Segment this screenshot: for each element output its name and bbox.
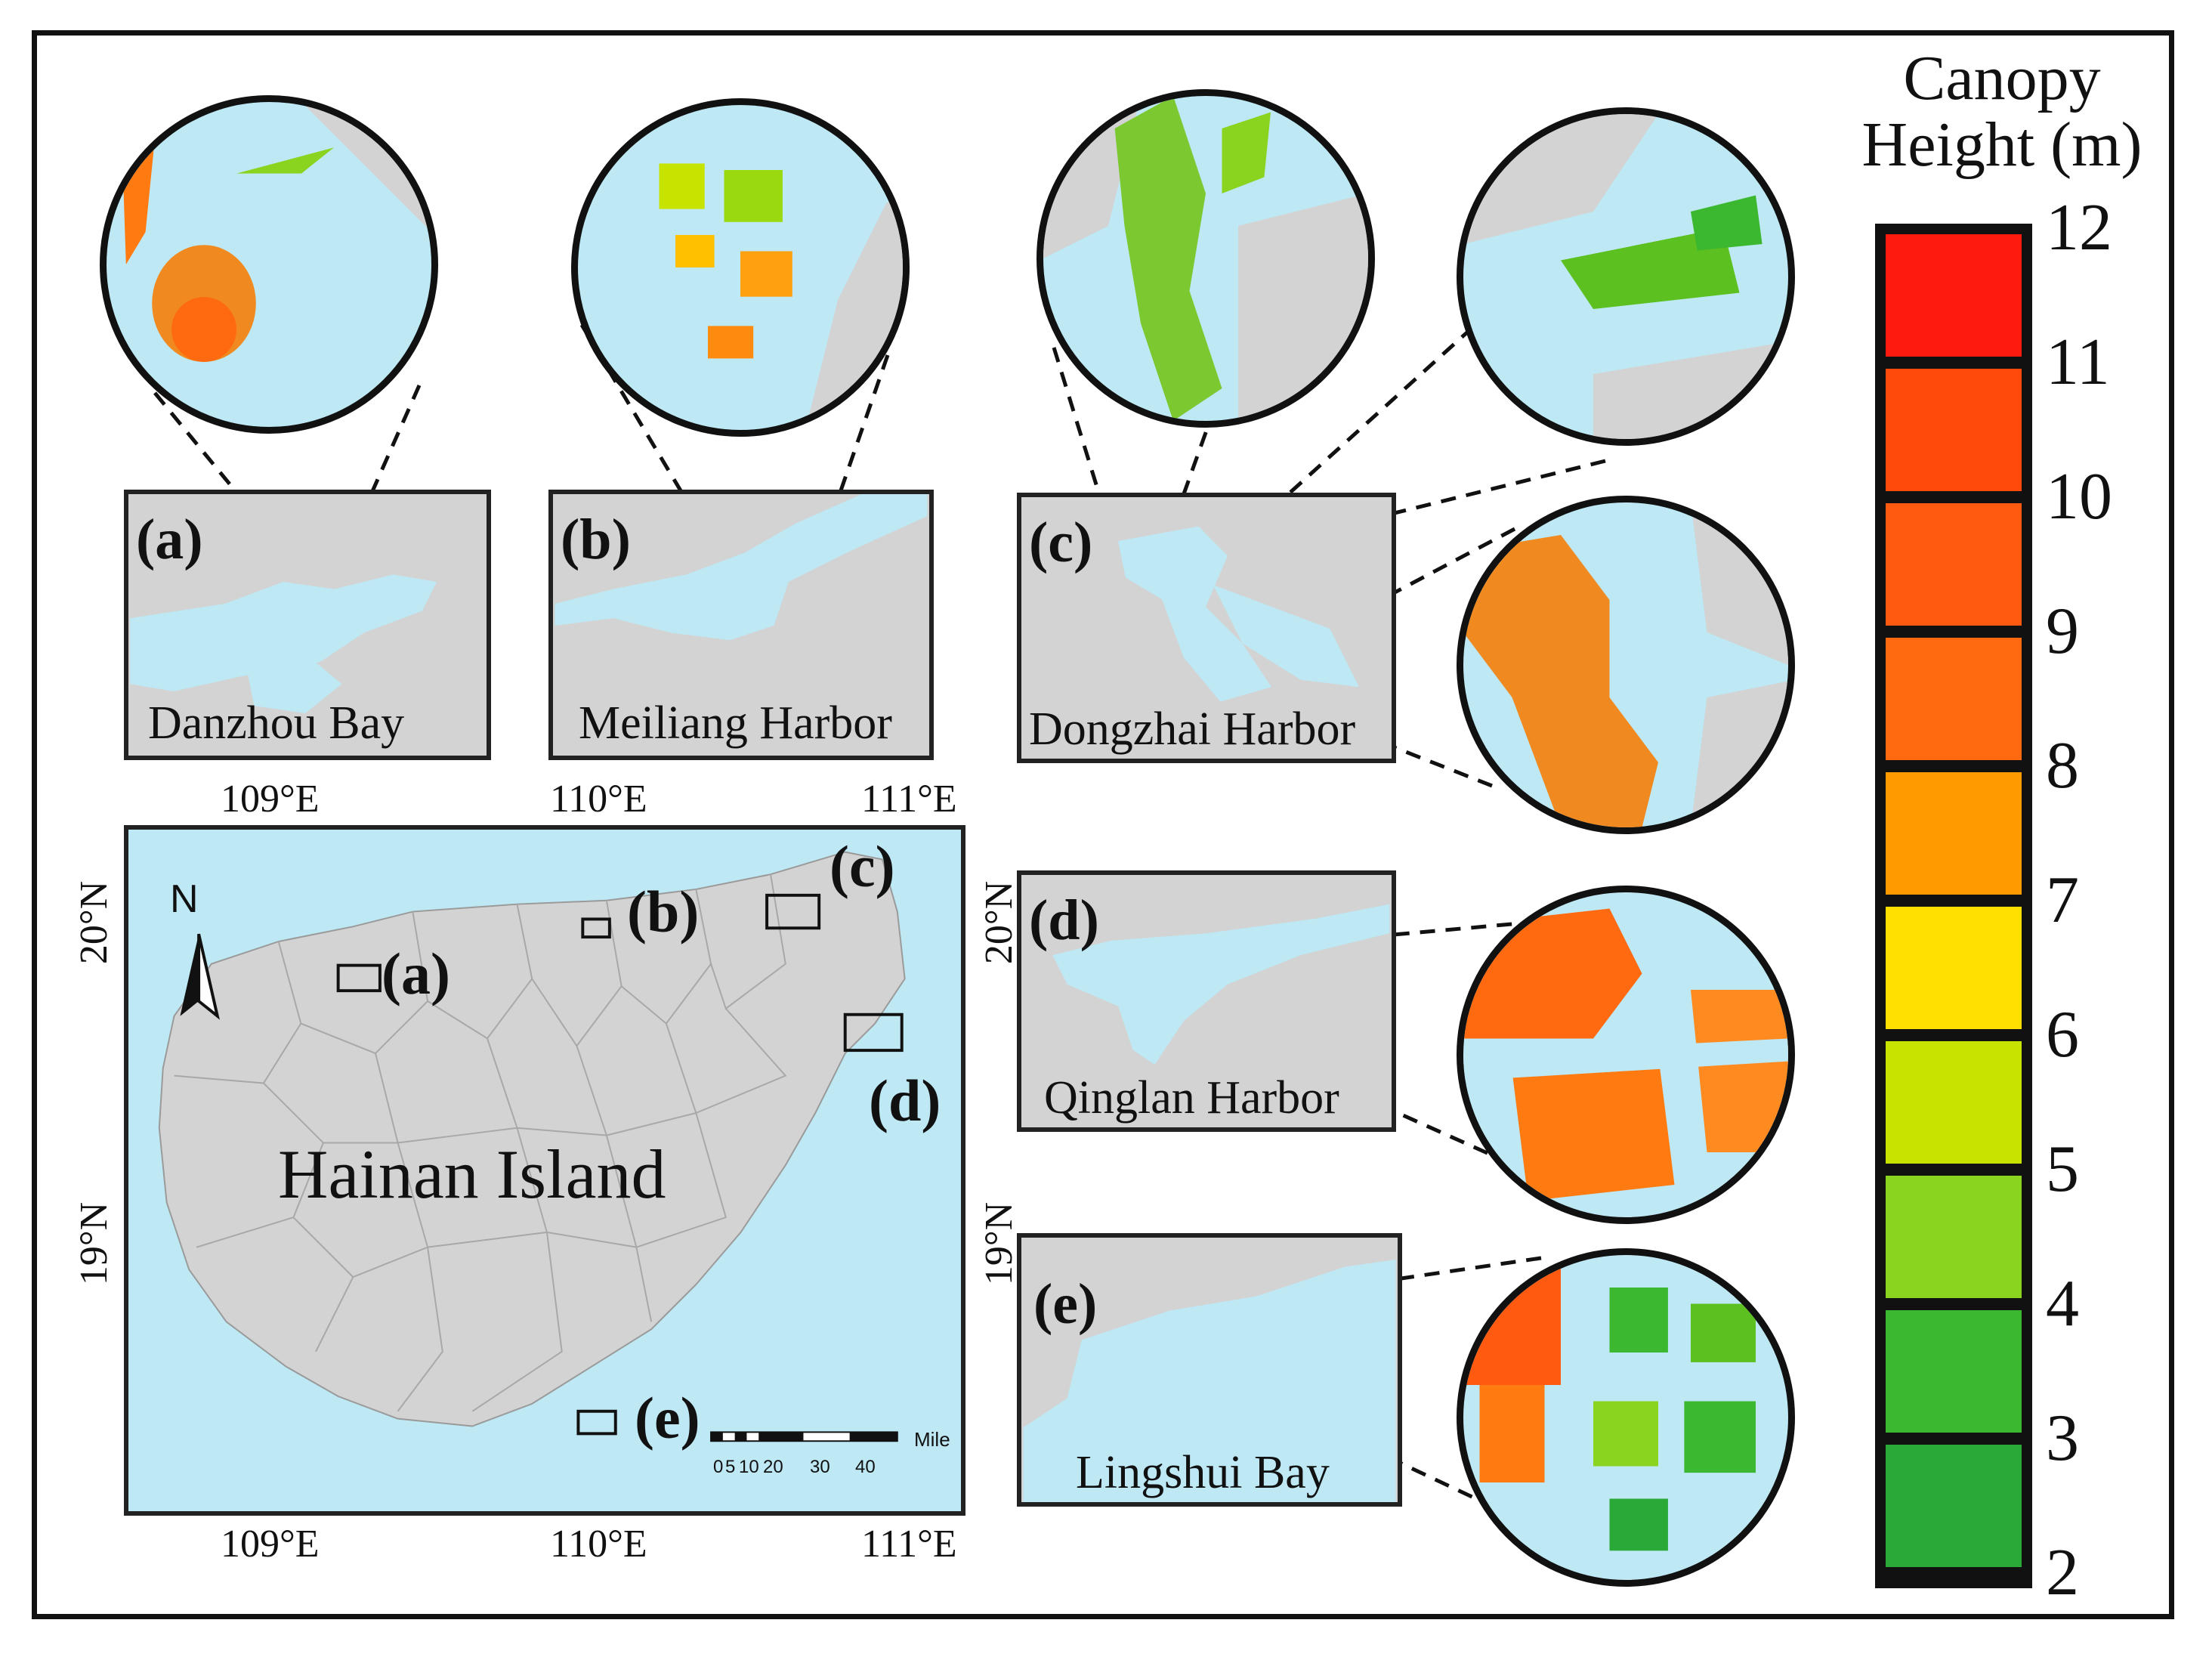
legend-tick-label: 4 (2046, 1267, 2079, 1340)
panel-b: (b) Meiliang Harbor (548, 490, 934, 760)
scale-tick-label: 30 (810, 1457, 830, 1477)
scale-bar (710, 1431, 898, 1442)
panel-a: (a) Danzhou Bay (124, 490, 491, 760)
legend-title: Canopy Height (m) (1821, 45, 2183, 178)
panel-d-label: (d) (1029, 889, 1099, 952)
colorbar-cell (1886, 1310, 2022, 1433)
lon-top-111: 111°E (861, 777, 957, 821)
panel-e-label: (e) (1033, 1272, 1098, 1336)
north-arrow (180, 933, 220, 1020)
zoom-circle-c1 (1036, 89, 1375, 428)
main-label-d: (d) (869, 1068, 941, 1133)
panel-b-name: Meiliang Harbor (579, 697, 892, 749)
legend-tick-label: 2 (2046, 1536, 2079, 1609)
zoom-circle-e (1457, 1248, 1795, 1587)
panel-c-label: (c) (1029, 511, 1093, 574)
main-label-c: (c) (830, 833, 895, 899)
colorbar-cell (1886, 907, 2022, 1029)
colorbar-cell (1886, 1445, 2022, 1567)
scale-unit: Mile (914, 1428, 950, 1451)
panel-d: (d) Qinglan Harbor (1017, 870, 1396, 1132)
zoom-circle-c3 (1457, 496, 1795, 834)
legend-tick-label: 7 (2046, 864, 2079, 937)
lon-top-110: 110°E (550, 777, 647, 821)
panel-e-name: Lingshui Bay (1076, 1447, 1330, 1498)
colorbar-cell (1886, 638, 2022, 760)
panel-b-label: (b) (561, 508, 631, 571)
legend-tick-label: 12 (2046, 191, 2112, 264)
main-map (124, 825, 965, 1516)
colorbar-cell (1886, 1041, 2022, 1164)
scale-tick-label: 10 (739, 1457, 759, 1477)
colorbar-cell (1886, 503, 2022, 626)
zoom-circle-a (100, 95, 438, 434)
panel-c: (c) Dongzhai Harbor (1017, 493, 1396, 763)
colorbar (1875, 224, 2032, 1588)
panel-e: (e) Lingshui Bay (1017, 1233, 1402, 1507)
legend-tick-label: 11 (2046, 326, 2110, 399)
legend-title-line2: Height (m) (1861, 110, 2142, 181)
panel-c-name: Dongzhai Harbor (1029, 703, 1356, 755)
legend-tick-label: 8 (2046, 729, 2079, 802)
legend-tick-label: 3 (2046, 1402, 2079, 1475)
scale-tick-label: 0 (713, 1457, 724, 1477)
zoom-circle-c2 (1457, 107, 1795, 446)
lon-bottom-109: 109°E (221, 1523, 320, 1566)
legend-tick-label: 9 (2046, 595, 2079, 668)
main-label-b: (b) (627, 879, 700, 944)
island-land (158, 851, 906, 1427)
main-map-title: Hainan Island (278, 1136, 666, 1213)
box-c (765, 893, 821, 930)
panel-d-name: Qinglan Harbor (1044, 1072, 1339, 1124)
box-a (336, 963, 382, 993)
colorbar-cell (1886, 772, 2022, 895)
lon-bottom-110: 110°E (550, 1523, 647, 1566)
legend-title-line1: Canopy (1903, 43, 2101, 113)
legend-tick-label: 6 (2046, 998, 2079, 1071)
colorbar-cell (1886, 234, 2022, 357)
scale-tick-label: 40 (855, 1457, 876, 1477)
legend-tick-label: 5 (2046, 1133, 2079, 1206)
lon-top-109: 109°E (221, 777, 320, 821)
north-label: N (170, 877, 199, 921)
box-b (581, 917, 611, 939)
colorbar-cell (1886, 1176, 2022, 1298)
zoom-circle-b (571, 98, 910, 437)
box-e (576, 1409, 617, 1436)
county-borders (174, 874, 787, 1412)
main-label-e: (e) (635, 1385, 700, 1451)
box-d (843, 1012, 904, 1053)
zoom-circle-d (1457, 886, 1795, 1224)
main-map-svg (158, 851, 906, 1442)
scale-tick-label: 5 (725, 1457, 736, 1477)
panel-a-name: Danzhou Bay (148, 697, 405, 749)
panel-a-label: (a) (136, 508, 203, 571)
figure-frame (32, 30, 2174, 1619)
legend-tick-label: 10 (2046, 460, 2112, 533)
colorbar-cell (1886, 369, 2022, 491)
scale-tick-label: 20 (763, 1457, 783, 1477)
lon-bottom-111: 111°E (861, 1523, 957, 1566)
main-label-a: (a) (382, 941, 450, 1006)
